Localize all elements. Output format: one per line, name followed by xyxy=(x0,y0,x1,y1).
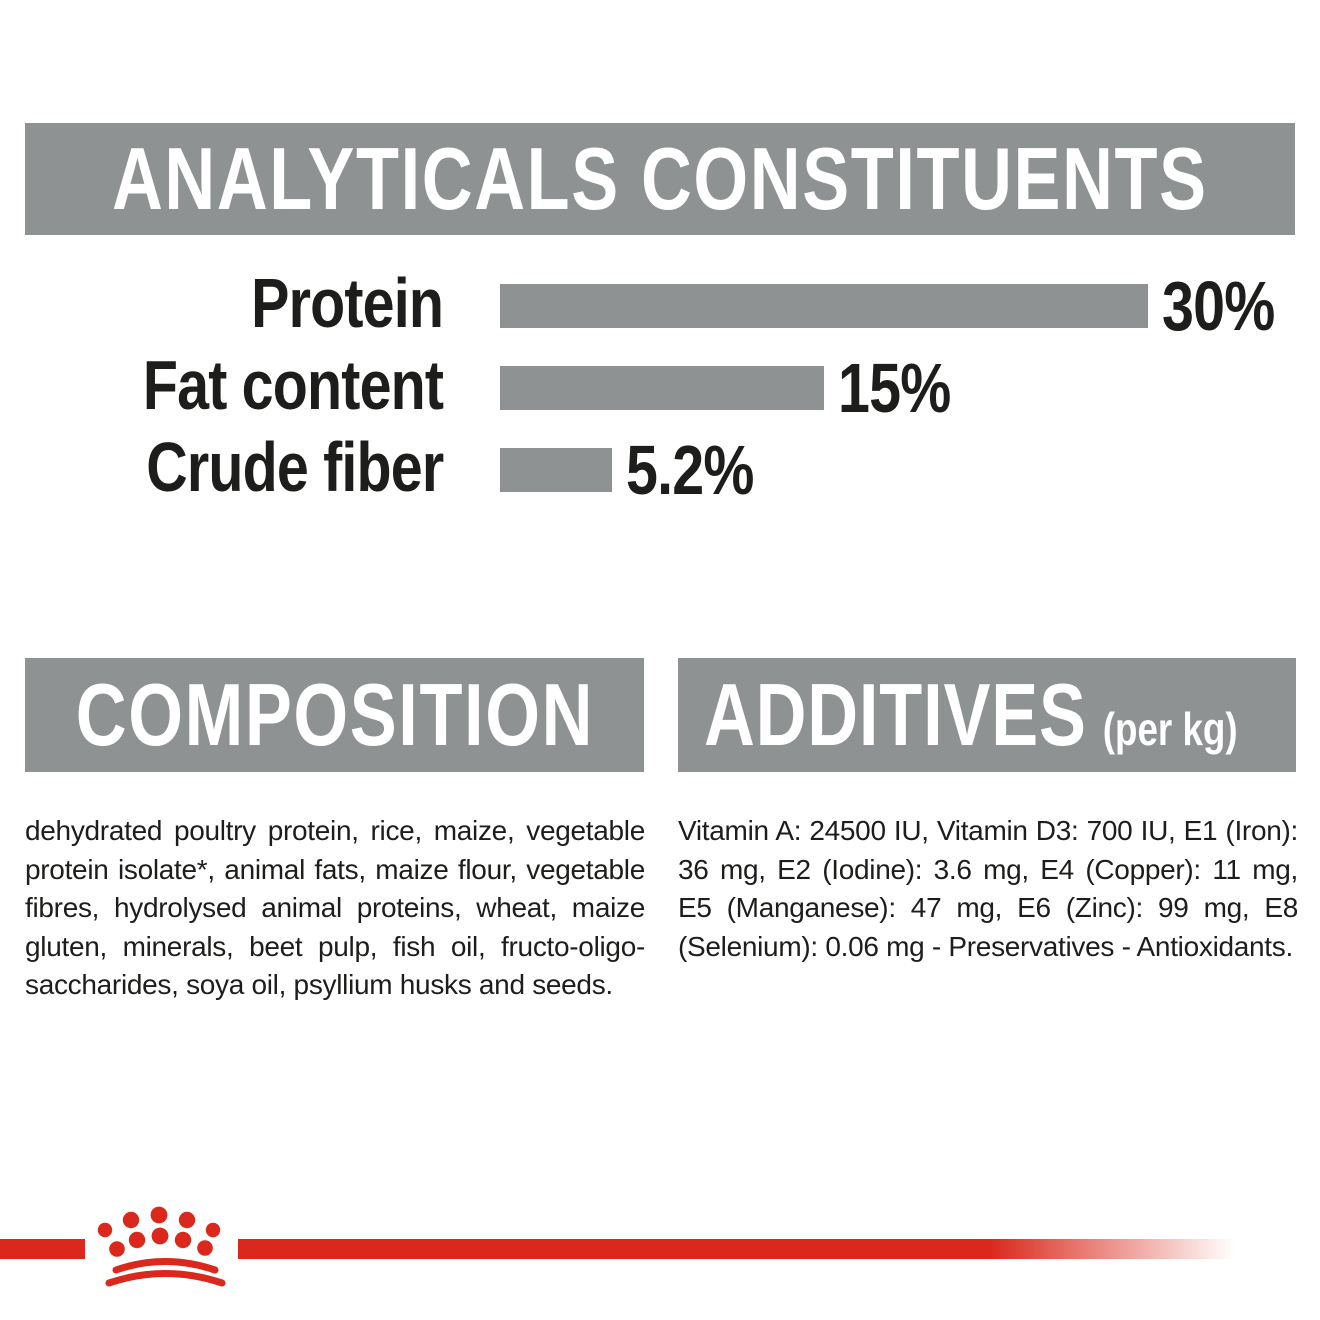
analyticals-banner: ANALYTICALS CONSTITUENTS xyxy=(25,123,1295,235)
nutrient-row-fat: Fat content 15% xyxy=(0,345,1320,427)
nutrient-value: 30% xyxy=(1162,267,1275,345)
composition-title: COMPOSITION xyxy=(75,665,594,764)
additives-body: Vitamin A: 24500 IU, Vitamin D3: 700 IU,… xyxy=(678,815,1298,962)
additives-title: ADDITIVES xyxy=(704,665,1087,764)
crown-dots xyxy=(97,1206,221,1257)
analyticals-title: ANALYTICALS CONSTITUENTS xyxy=(112,129,1208,228)
nutrient-value: 15% xyxy=(838,349,951,427)
additives-banner: ADDITIVES (per kg) xyxy=(678,658,1296,772)
composition-body: dehydrated poultry protein, rice, maize,… xyxy=(25,815,645,1000)
nutrient-label: Fat content xyxy=(142,345,444,424)
nutrient-bar xyxy=(500,366,824,410)
brand-stripe xyxy=(0,1239,1320,1259)
nutrient-row-protein: Protein 30% xyxy=(0,263,1320,345)
composition-banner: COMPOSITION xyxy=(25,658,644,772)
nutrient-row-fiber: Crude fiber 5.2% xyxy=(0,427,1320,509)
nutrient-bar xyxy=(500,284,1148,328)
additives-subtitle: (per kg) xyxy=(1102,703,1238,755)
nutrient-label: Crude fiber xyxy=(145,427,444,506)
crown-base-arcs xyxy=(105,1258,226,1287)
nutrient-value: 5.2% xyxy=(626,431,754,509)
nutrient-label: Protein xyxy=(251,263,444,342)
nutrient-bar xyxy=(500,448,613,492)
royal-canin-crown-logo xyxy=(97,1206,226,1287)
